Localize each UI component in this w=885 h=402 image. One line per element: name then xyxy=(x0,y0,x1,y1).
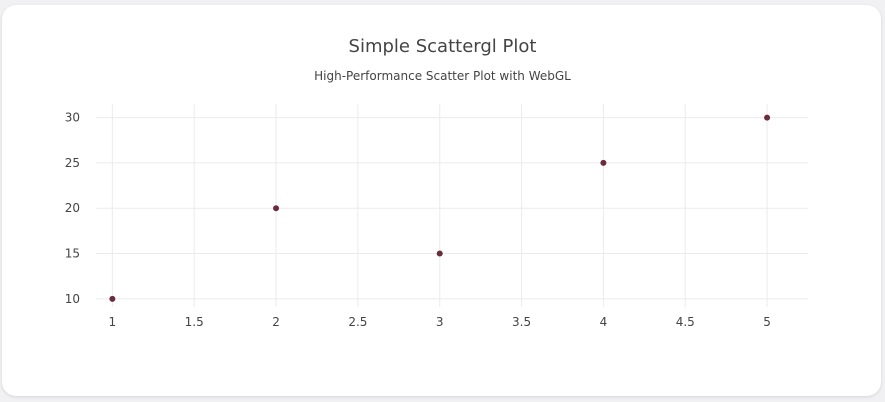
x-axis-ticks: 1 1.5 2 2.5 3 3.5 4 4.5 5 xyxy=(109,315,771,329)
x-tick-label: 3 xyxy=(436,315,444,329)
x-tick-label: 3.5 xyxy=(512,315,531,329)
y-tick-label: 30 xyxy=(65,111,80,125)
x-tick-label: 2 xyxy=(272,315,280,329)
data-point[interactable] xyxy=(764,114,771,121)
y-tick-label: 15 xyxy=(65,247,80,261)
data-points xyxy=(109,114,771,302)
x-tick-label: 2.5 xyxy=(348,315,367,329)
y-tick-label: 20 xyxy=(65,201,80,215)
y-tick-label: 25 xyxy=(65,156,80,170)
chart-title: Simple Scattergl Plot xyxy=(348,36,537,57)
data-point[interactable] xyxy=(109,295,116,302)
x-tick-label: 4.5 xyxy=(676,315,695,329)
chart-subtitle: High-Performance Scatter Plot with WebGL xyxy=(314,69,571,83)
data-point[interactable] xyxy=(600,159,607,166)
y-axis-ticks: 10 15 20 25 30 xyxy=(65,111,80,306)
x-tick-label: 4 xyxy=(600,315,608,329)
y-tick-label: 10 xyxy=(65,292,80,306)
grid-lines xyxy=(96,104,808,307)
data-point[interactable] xyxy=(436,250,443,257)
data-point[interactable] xyxy=(273,205,280,212)
x-tick-label: 1 xyxy=(109,315,117,329)
x-tick-label: 1.5 xyxy=(185,315,204,329)
x-tick-label: 5 xyxy=(763,315,771,329)
chart-card xyxy=(2,5,881,396)
